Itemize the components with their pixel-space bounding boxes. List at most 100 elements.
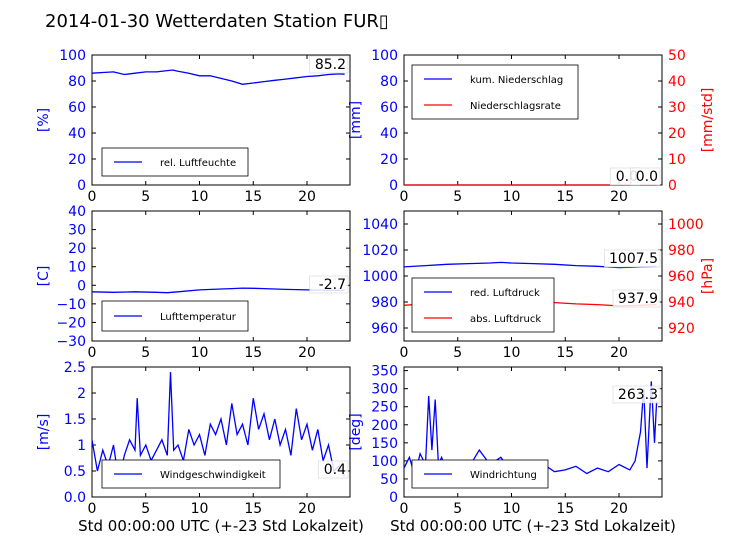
y2-tick-label: 940 — [668, 295, 695, 311]
series-line-1 — [403, 261, 657, 269]
y-tick-label: 250 — [371, 400, 398, 416]
panel-5: 0 5 10 15 20 0.0 0.5 1 1.5 2 2.5 [m/s] Std 00:00:00 … — [36, 360, 364, 535]
y-tick-label: −30 — [56, 334, 86, 350]
x-tick-label: 20 — [610, 345, 628, 361]
x-tick-label: 15 — [244, 189, 262, 205]
y-tick-label: −20 — [56, 315, 86, 331]
y-axis-label: [m/s] — [36, 414, 52, 451]
y-tick-label: 60 — [68, 100, 86, 116]
annotation-box — [612, 289, 661, 308]
x-tick-label: 0 — [400, 501, 409, 517]
x-tick-label: 15 — [556, 345, 574, 361]
x-tick-label: 20 — [610, 189, 628, 205]
y-tick-label: 100 — [59, 48, 86, 64]
legend: Windgeschwindigkeit — [101, 459, 281, 489]
x-tick-label: 0 — [88, 345, 97, 361]
y2-tick-label: 20 — [668, 126, 686, 142]
annotation-box — [317, 460, 349, 479]
x-tick-label: 0 — [88, 189, 97, 205]
x-tick-label: 15 — [244, 345, 262, 361]
legend-label: Niederschlagsrate — [470, 101, 561, 112]
y-tick-label: 0 — [77, 278, 86, 294]
figure-title: 2014-01-30 Wetterdaten Station FUR▯ — [45, 11, 389, 32]
y2-tick-label: 980 — [668, 243, 695, 259]
y-tick-label: −10 — [56, 297, 86, 313]
y-tick-label: 2 — [77, 386, 86, 402]
x-tick-label: 5 — [141, 501, 150, 517]
legend-label: rel. Luftfeuchte — [160, 158, 236, 169]
y-tick-label: 40 — [68, 126, 86, 142]
y-tick-label: 80 — [68, 74, 86, 90]
value-annotation: 1007.5 — [609, 251, 658, 267]
y-tick-label: 350 — [371, 364, 398, 380]
legend-label: abs. Luftdruck — [470, 314, 541, 325]
y-tick-label: 300 — [371, 382, 398, 398]
y-axis-label: [C] — [36, 266, 52, 287]
x-tick-label: 20 — [610, 501, 628, 517]
annotation-box — [629, 167, 661, 186]
legend: rel. Luftfeuchte — [101, 147, 249, 177]
y-tick-label: 80 — [380, 74, 398, 90]
legend: Windrichtung — [411, 459, 549, 489]
legend-label: Windgeschwindigkeit — [160, 470, 266, 481]
x-tick-label: 10 — [191, 345, 209, 361]
y-tick-label: 40 — [68, 204, 86, 220]
x-tick-label: 10 — [191, 501, 209, 517]
annotation-box — [604, 249, 661, 268]
x-tick-label: 10 — [503, 189, 521, 205]
x-tick-label: 0 — [400, 345, 409, 361]
y-tick-label: 20 — [68, 241, 86, 257]
y2-axis-label: [mm/std] — [700, 88, 716, 153]
annotation-box — [309, 275, 349, 294]
y-tick-label: 100 — [371, 48, 398, 64]
y-tick-label: 1 — [77, 438, 86, 454]
y-tick-label: 40 — [380, 126, 398, 142]
x-tick-label: 10 — [503, 501, 521, 517]
y2-tick-label: 30 — [668, 100, 686, 116]
y-tick-label: 1000 — [362, 269, 398, 285]
x-tick-label: 15 — [556, 501, 574, 517]
y-axis-label: [deg] — [348, 413, 364, 450]
x-tick-label: 0 — [400, 189, 409, 205]
y-tick-label: 10 — [68, 260, 86, 276]
legend: Lufttemperatur — [101, 300, 249, 332]
y2-tick-label: 10 — [668, 152, 686, 168]
y2-tick-label: 50 — [668, 48, 686, 64]
y-tick-label: 0.5 — [64, 464, 86, 480]
x-tick-label: 20 — [298, 501, 316, 517]
legend-box — [101, 147, 249, 177]
x-tick-label: 5 — [141, 345, 150, 361]
x-tick-label: 5 — [453, 501, 462, 517]
y-tick-label: 1020 — [362, 243, 398, 259]
annotation-box — [309, 55, 349, 74]
y2-tick-label: 920 — [668, 321, 695, 337]
x-tick-label: 20 — [298, 189, 316, 205]
x-tick-label: 10 — [191, 189, 209, 205]
value-annotation: 85.2 — [315, 57, 346, 73]
y-tick-label: 0 — [389, 178, 398, 194]
y-tick-label: 150 — [371, 436, 398, 452]
y2-axis-label: [hPa] — [700, 258, 716, 294]
legend-label: Windrichtung — [470, 470, 537, 481]
y-tick-label: 20 — [68, 152, 86, 168]
value-annotation: -2.7 — [319, 277, 346, 293]
value-annotation: 263.3 — [618, 387, 658, 403]
panel-2: 0 5 10 15 20 0 20 40 60 80 100 0 10 20 30 40 50 [mm] [mm/s… — [348, 48, 716, 205]
y-tick-label: 30 — [68, 223, 86, 239]
y-tick-label: 200 — [371, 418, 398, 434]
y-tick-label: 1.5 — [64, 412, 86, 428]
y-tick-label: 960 — [371, 321, 398, 337]
legend-label: kum. Niederschlag — [470, 75, 563, 86]
series-line-1 — [91, 69, 345, 85]
y-tick-label: 0.0 — [64, 490, 86, 506]
x-tick-label: 5 — [141, 189, 150, 205]
x-tick-label: 20 — [298, 345, 316, 361]
y-tick-label: 0 — [389, 490, 398, 506]
series-line-1 — [91, 372, 346, 482]
value-annotation: 937.9 — [618, 291, 658, 307]
series-line-1 — [91, 287, 345, 294]
y2-tick-label: 0 — [668, 178, 677, 194]
y-tick-label: 1040 — [362, 217, 398, 233]
legend-box — [411, 64, 579, 120]
x-tick-label: 15 — [244, 501, 262, 517]
